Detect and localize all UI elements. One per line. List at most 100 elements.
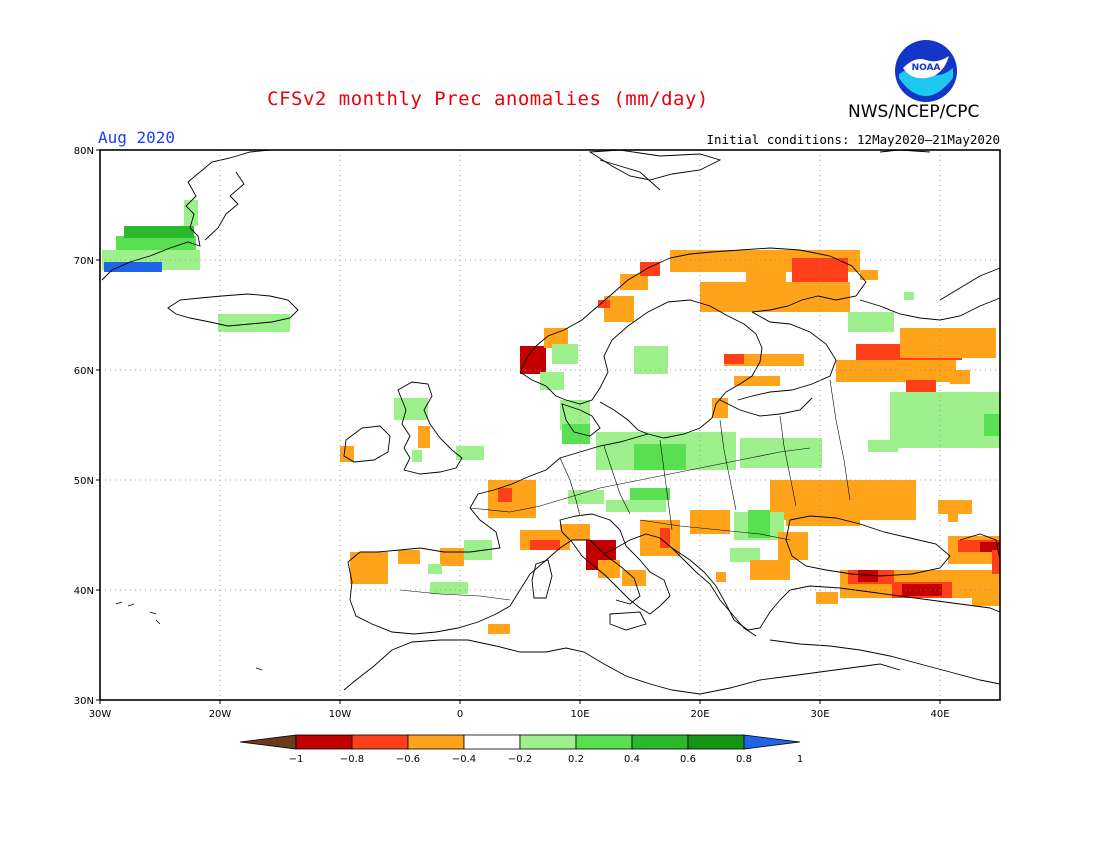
graticule <box>100 150 1000 700</box>
anomaly-cell <box>620 274 648 290</box>
anomaly-cell <box>660 528 670 548</box>
colorbar-swatch <box>407 734 465 750</box>
anomaly-cell <box>430 582 468 594</box>
colorbar-tick-label: −0.2 <box>508 754 532 765</box>
noaa-logo-icon: NOAA <box>895 40 957 102</box>
anomaly-cell <box>394 398 428 420</box>
colorbar-upper-arrow <box>743 734 801 750</box>
lat-tick-label: 40N <box>74 586 94 597</box>
colorbar-tick-label: −1 <box>289 754 304 765</box>
anomaly-cell <box>730 548 760 562</box>
lat-tick-label: 70N <box>74 256 94 267</box>
anomaly-cell <box>848 312 894 332</box>
anomaly-cell <box>984 414 1000 436</box>
anomaly-cell <box>750 560 790 580</box>
anomaly-cell <box>740 438 822 468</box>
anomaly-cell <box>598 560 620 578</box>
map-frame <box>99 149 1001 701</box>
lat-tick-label: 80N <box>74 146 94 157</box>
lon-tick-label: 20W <box>209 709 232 720</box>
colorbar-tick-label: −0.6 <box>396 754 420 765</box>
colorbar-tick-label: −0.4 <box>452 754 476 765</box>
anomaly-cell <box>520 346 546 374</box>
anomaly-cell <box>398 550 420 564</box>
colorbar-tick-label: 0.6 <box>680 754 696 765</box>
anomaly-cell <box>712 398 728 418</box>
anomaly-cell <box>488 624 510 634</box>
anomaly-cell <box>640 262 660 276</box>
anomaly-cell <box>544 328 568 348</box>
colorbar-tick-label: 0.8 <box>736 754 752 765</box>
anomaly-cell <box>890 392 1000 448</box>
anomaly-cell <box>350 552 388 584</box>
colorbar-tick-label: −0.8 <box>340 754 364 765</box>
anomaly-cell <box>418 426 430 448</box>
lat-tick-label: 30N <box>74 696 94 707</box>
colorbar-tick-label: 0.2 <box>568 754 584 765</box>
anomaly-cell <box>440 548 464 566</box>
anomaly-cell <box>604 296 634 322</box>
anomaly-cells <box>102 200 1000 634</box>
chart-title: CFSv2 monthly Prec anomalies (mm/day) <box>267 88 709 110</box>
anomaly-cell <box>124 226 194 238</box>
anomaly-cell <box>792 258 848 286</box>
anomaly-cell <box>568 490 604 504</box>
colorbar-lower-arrow <box>239 734 297 750</box>
anomaly-cell <box>816 592 838 604</box>
anomaly-cell <box>800 512 820 526</box>
noaa-logo-text: NOAA <box>912 63 941 73</box>
anomaly-cell <box>690 510 730 534</box>
anomaly-cell <box>634 346 668 374</box>
colorbar: −1 −0.8 −0.6 −0.4 −0.2 0.2 0.4 0.6 0.8 1 <box>239 734 803 765</box>
anomaly-cell <box>498 488 512 502</box>
lat-tick-label: 50N <box>74 476 94 487</box>
anomaly-cell <box>992 550 1000 574</box>
coastlines <box>101 149 1001 695</box>
anomaly-cell <box>734 376 780 386</box>
agency-label: NWS/NCEP/CPC <box>848 102 980 122</box>
anomaly-cell <box>972 594 1000 606</box>
anomaly-cell <box>598 300 610 308</box>
anomaly-cell <box>938 500 972 514</box>
anomaly-cell <box>560 524 590 540</box>
lon-tick-label: 30E <box>810 709 829 720</box>
colorbar-swatch <box>463 734 521 750</box>
anomaly-cell <box>836 360 956 382</box>
anomaly-cell <box>746 270 786 290</box>
anomaly-cell <box>948 512 958 522</box>
anomaly-cell <box>606 500 666 512</box>
anomaly-cell <box>116 236 196 250</box>
anomaly-cell <box>980 542 1000 552</box>
anomaly-cell <box>428 564 442 574</box>
anomaly-cell <box>562 424 590 444</box>
anomaly-cell <box>906 380 936 392</box>
anomaly-cell <box>904 292 914 300</box>
anomaly-cell <box>902 584 942 596</box>
anomaly-cell <box>724 354 744 364</box>
lon-tick-label: 40E <box>930 709 949 720</box>
anomaly-cell <box>552 344 578 364</box>
colorbar-tick-label: 1 <box>797 754 803 765</box>
lon-tick-label: 30W <box>89 709 112 720</box>
colorbar-swatch <box>519 734 577 750</box>
colorbar-swatch <box>295 734 353 750</box>
colorbar-swatch <box>631 734 689 750</box>
anomaly-cell <box>104 262 162 272</box>
anomaly-cell <box>950 370 970 384</box>
lat-tick-label: 60N <box>74 366 94 377</box>
anomaly-cell <box>412 450 422 462</box>
colorbar-swatch <box>351 734 409 750</box>
lon-tick-label: 10E <box>570 709 589 720</box>
lon-tick-label: 20E <box>690 709 709 720</box>
anomaly-cell <box>868 440 898 452</box>
anomaly-cell <box>634 444 686 470</box>
anomaly-cell <box>184 200 198 226</box>
anomaly-cell <box>860 270 878 280</box>
anomaly-cell <box>456 446 484 460</box>
anomaly-cell <box>778 532 808 560</box>
anomaly-cell <box>716 572 726 582</box>
lon-tick-label: 0 <box>457 709 463 720</box>
anomaly-cell <box>340 446 354 462</box>
anomaly-cell <box>218 314 290 332</box>
